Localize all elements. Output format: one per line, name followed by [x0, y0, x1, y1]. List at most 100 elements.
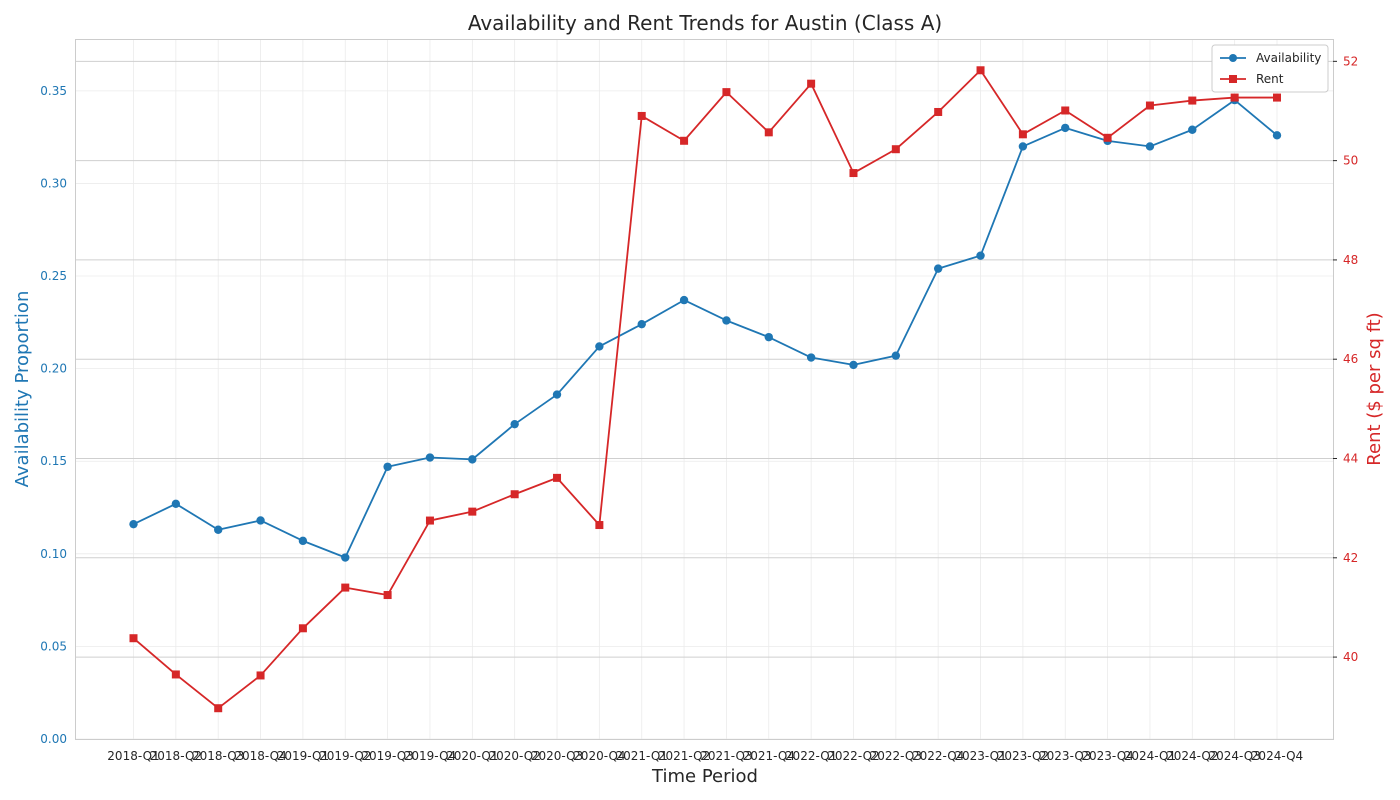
- y-left-tick-label: 0.00: [40, 732, 67, 746]
- availability-line: [133, 99, 1278, 559]
- rent-point: [383, 591, 392, 600]
- rent-point: [1230, 93, 1239, 102]
- rent-point: [722, 88, 731, 97]
- availability-point: [806, 353, 816, 362]
- x-tick-label: 2024-Q3: [1208, 749, 1260, 763]
- x-tick-label: 2019-Q4: [404, 749, 456, 763]
- y-right-tick-label: 52: [1343, 54, 1358, 68]
- y-right-tick-label: 46: [1343, 352, 1358, 366]
- rent-point: [1018, 130, 1027, 139]
- availability-point: [595, 342, 604, 351]
- x-tick-label: 2024-Q2: [1166, 749, 1218, 763]
- y-left-tick-label: 0.35: [40, 84, 67, 98]
- rent-point: [1103, 133, 1112, 142]
- availability-point: [764, 332, 773, 342]
- rent-point: [341, 583, 350, 592]
- rent-point: [595, 521, 604, 530]
- x-tick-label: 2022-Q4: [912, 749, 964, 763]
- x-tick-label: 2023-Q1: [954, 749, 1006, 763]
- y-axis-right-label: Rent ($ per sq ft): [1364, 312, 1385, 465]
- y-left-tick-label: 0.10: [40, 547, 67, 561]
- availability-point: [171, 499, 181, 509]
- x-tick-label: 2021-Q2: [658, 749, 710, 763]
- rent-point: [1061, 106, 1070, 115]
- rent-point: [1145, 101, 1154, 110]
- x-tick-label: 2022-Q2: [827, 749, 879, 763]
- y-right-tick-label: 50: [1343, 154, 1358, 168]
- rent-point: [1273, 93, 1281, 102]
- x-tick-label: 2018-Q1: [107, 749, 159, 763]
- legend-availability-marker: [1229, 54, 1237, 62]
- x-tick-label: 2018-Q2: [150, 749, 202, 763]
- y-left-tick-label: 0.15: [40, 454, 67, 468]
- rent-line: [132, 69, 1277, 710]
- rent-point: [849, 169, 858, 178]
- rent-point: [764, 128, 773, 137]
- axes-layer: 2018-Q12018-Q22018-Q32018-Q42019-Q12019-…: [40, 54, 1358, 763]
- x-tick-label: 2021-Q4: [743, 749, 795, 763]
- x-tick-label: 2019-Q3: [361, 749, 413, 763]
- y-right-tick-label: 40: [1343, 650, 1358, 664]
- x-tick-label: 2020-Q4: [573, 749, 625, 763]
- x-tick-label: 2023-Q4: [1081, 749, 1133, 763]
- x-tick-label: 2020-Q2: [488, 749, 540, 763]
- rent-point: [807, 79, 816, 88]
- x-tick-label: 2021-Q1: [616, 749, 668, 763]
- y-right-tick-label: 48: [1343, 253, 1358, 267]
- x-tick-label: 2024-Q4: [1251, 749, 1303, 763]
- availability-point: [256, 516, 265, 525]
- rent-point: [425, 516, 434, 525]
- x-tick-label: 2021-Q3: [700, 749, 752, 763]
- y-left-tick-label: 0.30: [40, 176, 67, 190]
- availability-point: [849, 360, 858, 370]
- x-tick-label: 2024-Q1: [1124, 749, 1176, 763]
- y-right-tick-label: 44: [1343, 452, 1358, 466]
- rent-point: [553, 473, 562, 482]
- y-left-tick-label: 0.25: [40, 269, 67, 283]
- legend-rent-label: Rent: [1256, 72, 1284, 86]
- legend: Availability Rent: [1211, 44, 1329, 93]
- rent-point: [680, 136, 689, 145]
- x-tick-label: 2020-Q3: [531, 749, 583, 763]
- legend-availability-label: Availability: [1256, 51, 1321, 65]
- legend-rent-marker: [1229, 75, 1237, 83]
- x-tick-label: 2018-Q3: [192, 749, 244, 763]
- x-axis-label: Time Period: [651, 766, 758, 787]
- rent-point: [214, 704, 223, 713]
- rent-point: [510, 490, 519, 499]
- availability-point: [722, 316, 731, 325]
- availability-point: [1018, 142, 1028, 151]
- rent-point: [171, 670, 180, 679]
- availability-point: [1272, 131, 1282, 140]
- availability-point: [468, 455, 477, 464]
- y-right-tick-label: 42: [1343, 551, 1358, 565]
- rent-point: [129, 634, 138, 643]
- plot-frame: [75, 39, 1334, 740]
- rent-point: [1188, 96, 1197, 105]
- series-layer: [129, 66, 1282, 713]
- x-tick-label: 2019-Q2: [319, 749, 371, 763]
- y-left-tick-label: 0.05: [40, 639, 67, 653]
- availability-point: [891, 351, 901, 360]
- rent-point: [637, 111, 646, 120]
- chart-title: Availability and Rent Trends for Austin …: [468, 11, 942, 35]
- x-tick-label: 2020-Q1: [446, 749, 498, 763]
- availability-point: [298, 536, 308, 546]
- rent-point: [298, 624, 307, 633]
- x-tick-label: 2023-Q2: [997, 749, 1049, 763]
- x-tick-label: 2023-Q3: [1039, 749, 1091, 763]
- availability-point: [341, 553, 350, 562]
- availability-point: [1061, 123, 1070, 133]
- x-tick-label: 2022-Q3: [870, 749, 922, 763]
- availability-point: [214, 525, 223, 534]
- rent-point: [256, 671, 265, 680]
- availability-point: [933, 264, 943, 273]
- x-tick-label: 2022-Q1: [785, 749, 837, 763]
- availability-point: [976, 251, 985, 260]
- availability-point: [510, 419, 519, 429]
- x-tick-label: 2019-Q1: [277, 749, 329, 763]
- legend-box: [1211, 44, 1329, 93]
- y-axis-left-label: Availability Proportion: [12, 291, 33, 488]
